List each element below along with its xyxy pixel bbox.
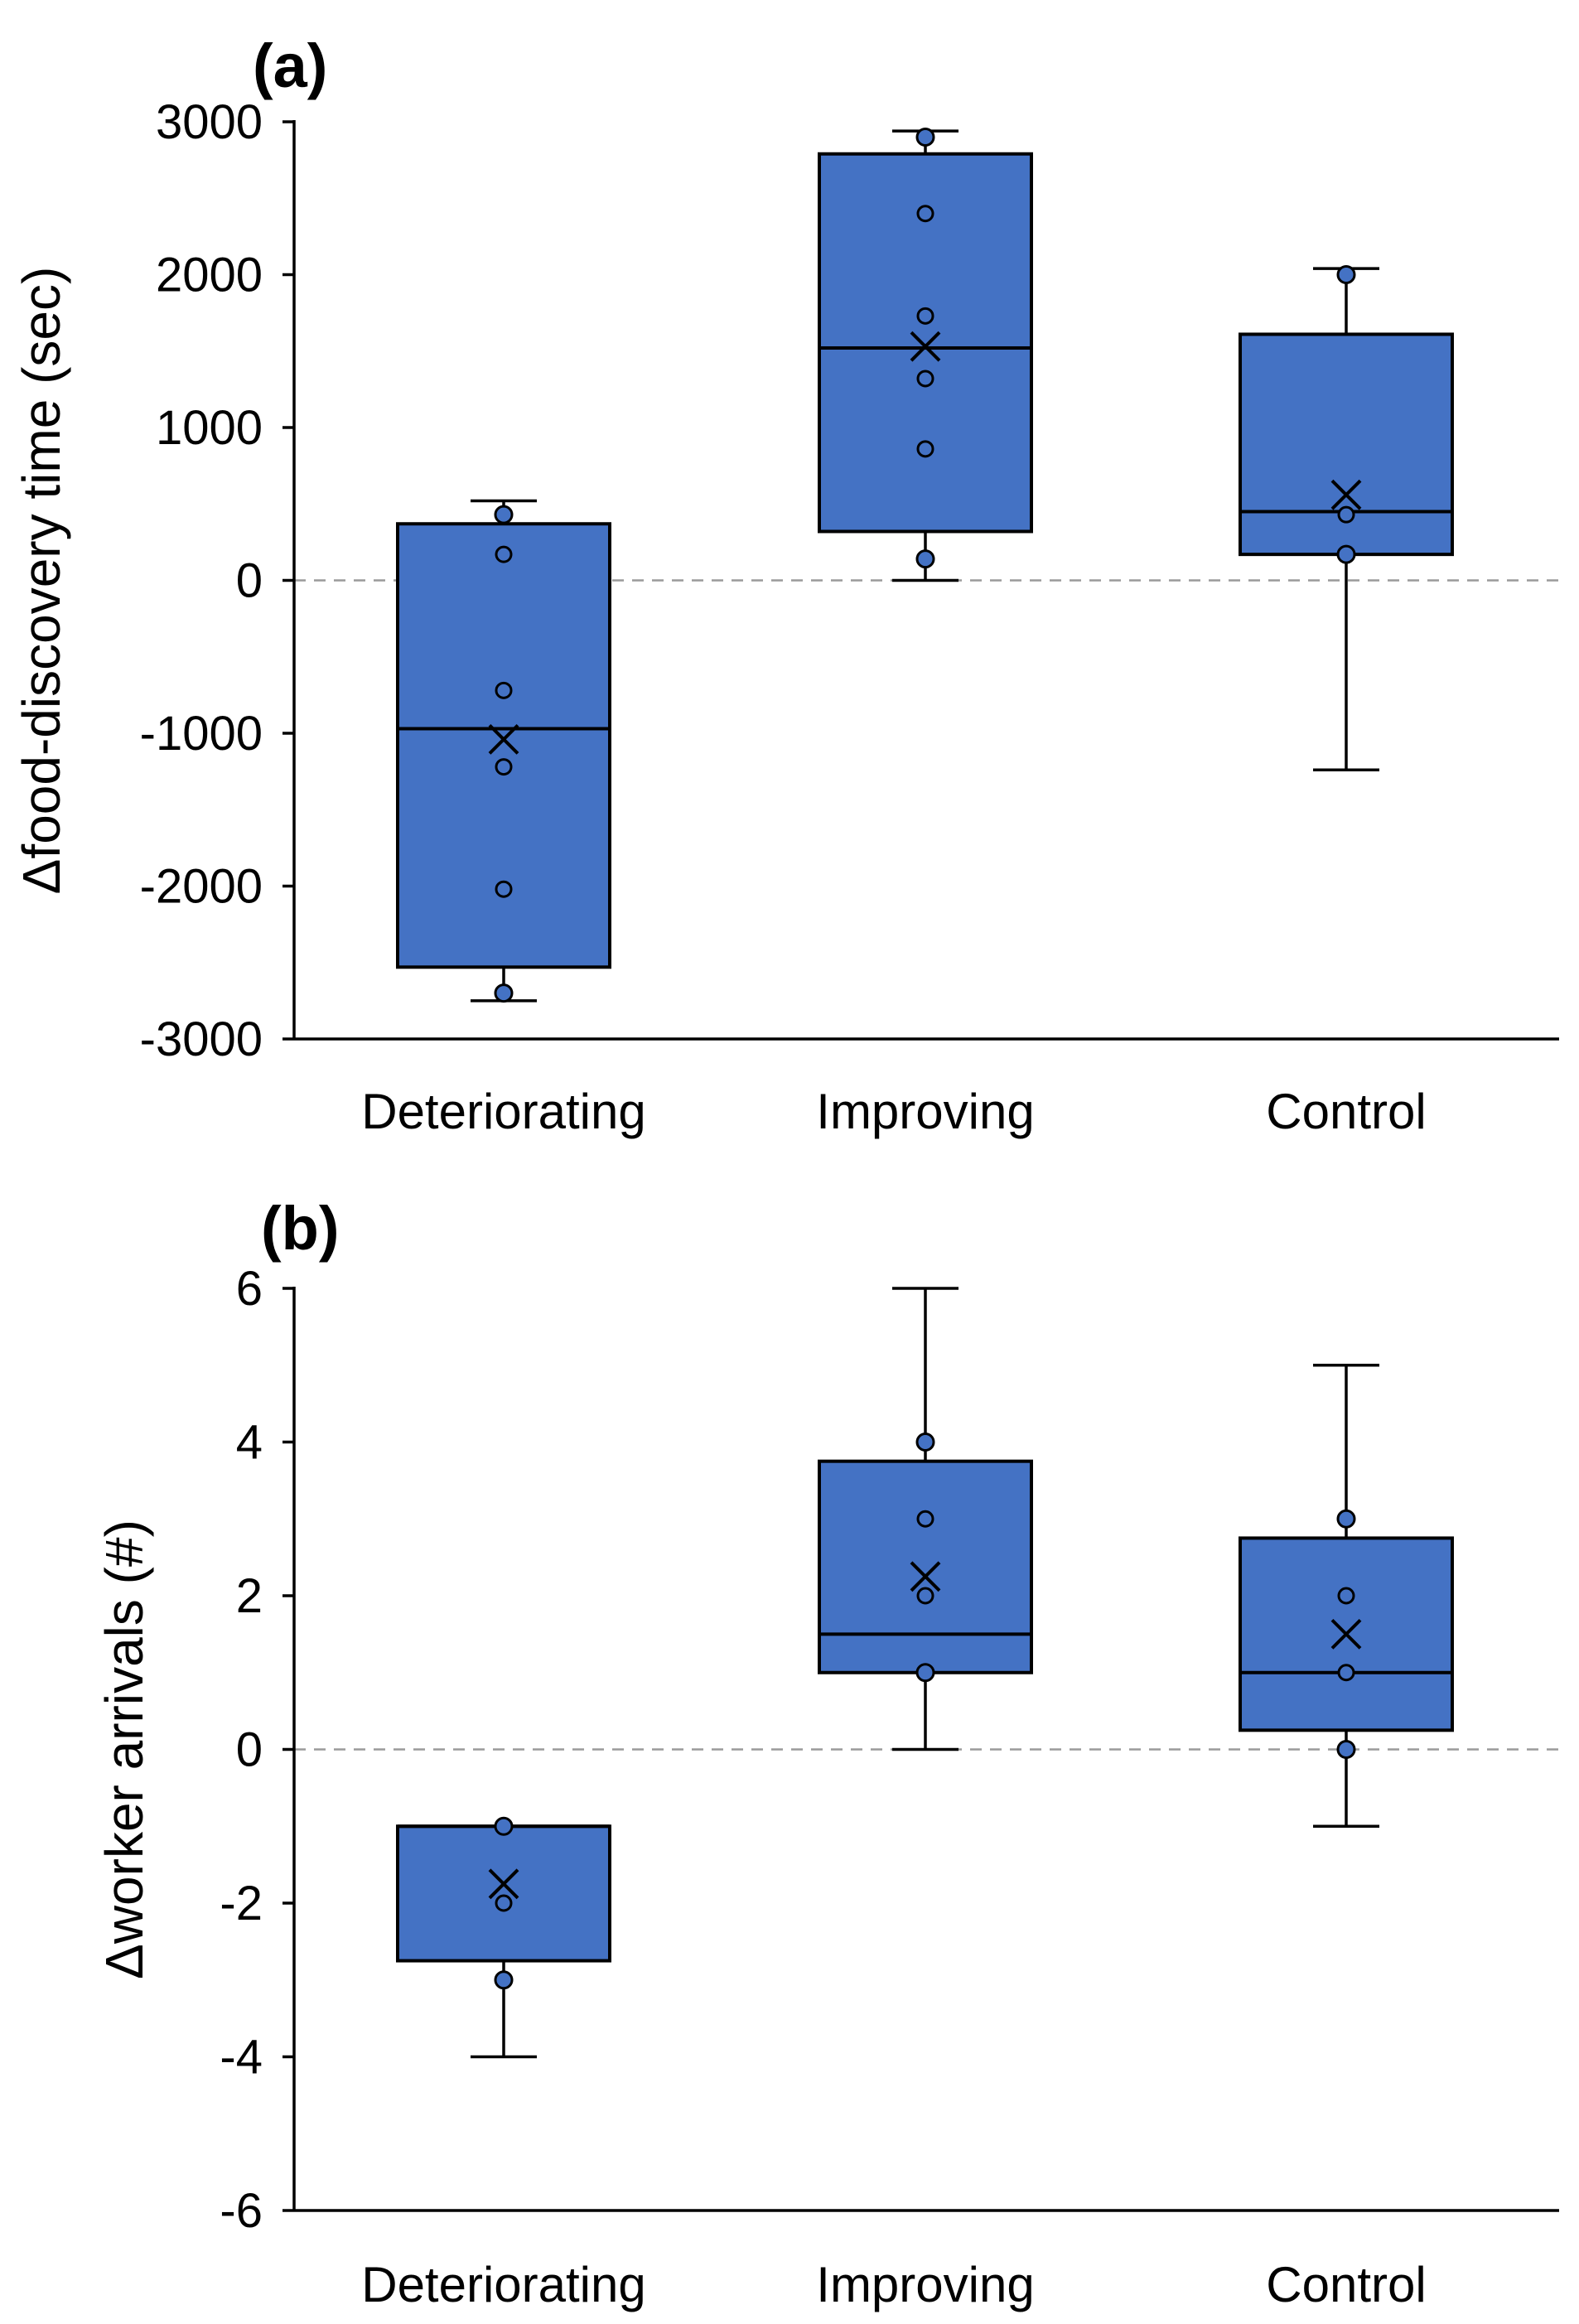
y-tick-label: 1000 (156, 401, 263, 455)
data-point-deteriorating (495, 880, 513, 898)
y-axis-title: Δworker arrivals (#) (94, 1520, 154, 1979)
data-point-improving (916, 1510, 934, 1528)
mean-marker-stroke (488, 723, 519, 755)
data-point-improving (915, 549, 935, 569)
data-point-control (1337, 505, 1355, 524)
mean-marker-stroke (1330, 479, 1362, 510)
mean-marker-control (1330, 479, 1362, 510)
y-tick-label: -2 (220, 1877, 263, 1930)
data-point-control (1336, 265, 1356, 284)
data-point-deteriorating (495, 758, 513, 776)
panel-label: (a) (253, 31, 327, 100)
data-point-improving (916, 205, 934, 223)
mean-marker-stroke (910, 1561, 941, 1592)
data-point-deteriorating (494, 505, 514, 524)
y-tick-label: 2 (236, 1569, 263, 1623)
box-group-deteriorating (396, 499, 611, 1003)
y-tick-label: 2000 (156, 249, 263, 302)
data-point-control (1337, 1664, 1355, 1682)
data-point-improving (916, 1587, 934, 1605)
y-tick-label: -4 (220, 2031, 263, 2085)
y-tick-label: -2000 (140, 860, 263, 914)
mean-marker-improving (910, 1561, 941, 1592)
data-point-improving (916, 370, 934, 388)
y-tick-label: -6 (220, 2184, 263, 2238)
data-point-deteriorating (494, 983, 514, 1003)
chart-panel-a: (a) Δfood-discovery time (sec) 3000 2000 100… (12, 31, 1559, 1139)
data-point-control (1336, 1740, 1356, 1759)
mean-marker-improving (910, 331, 941, 362)
y-tick-label: 0 (236, 554, 263, 608)
category-label-deteriorating: Deteriorating (361, 2257, 646, 2312)
data-point-improving (915, 127, 935, 147)
y-tick-label: 0 (236, 1723, 263, 1777)
data-point-control (1336, 1509, 1356, 1529)
y-tick-label: -3000 (140, 1012, 263, 1066)
box-group-deteriorating (396, 1816, 611, 2059)
box-improving (818, 1459, 1033, 1674)
y-tick-label: 4 (236, 1416, 263, 1470)
mean-marker-deteriorating (488, 723, 519, 755)
data-point-control (1336, 544, 1356, 564)
panel-label: (b) (261, 1194, 340, 1263)
y-axis-title: Δfood-discovery time (sec) (12, 267, 71, 895)
mean-marker-stroke (488, 1868, 519, 1900)
category-label-control: Control (1266, 2257, 1426, 2312)
box-deteriorating (396, 522, 611, 969)
data-point-deteriorating (495, 545, 513, 563)
data-point-deteriorating (495, 681, 513, 699)
box-group-improving (818, 1287, 1033, 1751)
category-label-deteriorating: Deteriorating (361, 1084, 646, 1139)
data-point-improving (916, 307, 934, 325)
box-control (1239, 1536, 1454, 1732)
box-group-control (1239, 1364, 1454, 1828)
data-point-control (1337, 1587, 1355, 1605)
data-point-improving (915, 1663, 935, 1683)
mean-marker-stroke (910, 331, 941, 362)
data-point-deteriorating (494, 1816, 514, 1836)
chart-panel-b: (b) Δworker arrivals (#) 6 4 2 0 -2 -4 -6 Deterio… (94, 1194, 1559, 2312)
mean-marker-stroke (1330, 1618, 1362, 1650)
box-group-improving (818, 127, 1033, 582)
y-tick-label: 6 (236, 1262, 263, 1316)
category-label-control: Control (1266, 1084, 1426, 1139)
category-label-improving: Improving (816, 2257, 1034, 2312)
box-group-control (1239, 265, 1454, 772)
data-point-deteriorating (494, 1970, 514, 1990)
data-point-deteriorating (495, 1894, 513, 1912)
mean-marker-control (1330, 1618, 1362, 1650)
data-point-improving (916, 440, 934, 458)
data-point-improving (915, 1433, 935, 1452)
y-tick-label: -1000 (140, 707, 263, 761)
box-deteriorating (396, 1824, 611, 1963)
category-label-improving: Improving (816, 1084, 1034, 1139)
y-tick-label: 3000 (156, 95, 263, 149)
mean-marker-deteriorating (488, 1868, 519, 1900)
